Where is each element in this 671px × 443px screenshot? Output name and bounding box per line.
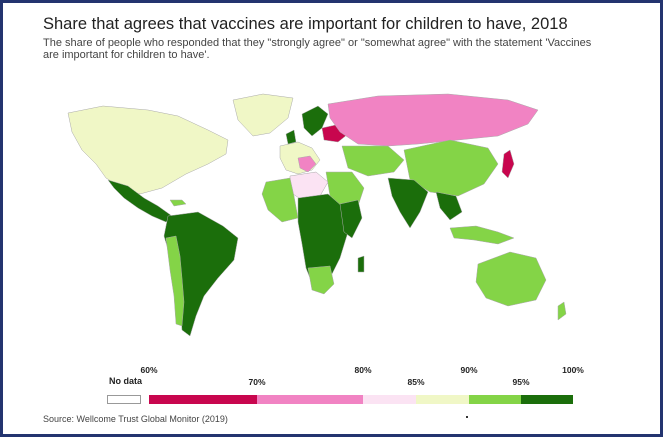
region-south-asia[interactable] [387,177,429,229]
region-japan[interactable] [501,149,515,179]
decorative-dot [466,416,468,418]
legend-swatch-80-85 [363,395,416,404]
legend-swatch-90-95 [469,395,521,404]
legend-tick-70: 70% [248,377,266,387]
region-central-asia[interactable] [341,145,405,177]
region-new-zealand[interactable] [557,301,567,321]
legend-no-data-label: No data [109,376,143,386]
region-west-africa[interactable] [261,177,299,223]
legend-swatch-85-90 [416,395,469,404]
region-indonesia[interactable] [449,225,515,245]
source-note: Source: Wellcome Trust Global Monitor (2… [43,414,228,424]
region-uk[interactable] [285,129,297,145]
chart-frame: Share that agrees that vaccines are impo… [0,0,663,437]
region-madagascar[interactable] [357,255,365,273]
world-map [67,93,567,337]
chart-subtitle: The share of people who responded that t… [43,37,592,61]
legend-swatch-95-100 [521,395,573,404]
legend-tick-90: 90% [460,365,478,375]
region-greenland[interactable] [232,93,294,137]
legend-tick-85: 85% [407,377,425,387]
chart-title: Share that agrees that vaccines are impo… [43,15,568,33]
region-central-america[interactable] [107,179,173,223]
region-australia[interactable] [475,251,547,307]
region-north-america[interactable] [67,105,229,195]
region-southeast-asia[interactable] [435,191,463,221]
region-russia[interactable] [327,93,539,147]
legend-swatch-70-80 [257,395,363,404]
region-europe-pink[interactable] [297,155,317,173]
region-southern-africa[interactable] [307,265,335,295]
legend-swatch-60-70 [149,395,257,404]
legend-tick-60: 60% [140,365,158,375]
legend-tick-100: 100% [562,365,584,375]
legend-tick-80: 80% [354,365,372,375]
legend-no-data-swatch [107,395,141,404]
region-south-america-west[interactable] [165,235,185,327]
region-east-africa[interactable] [339,199,363,239]
region-caribbean[interactable] [169,199,187,207]
legend-tick-95: 95% [512,377,530,387]
